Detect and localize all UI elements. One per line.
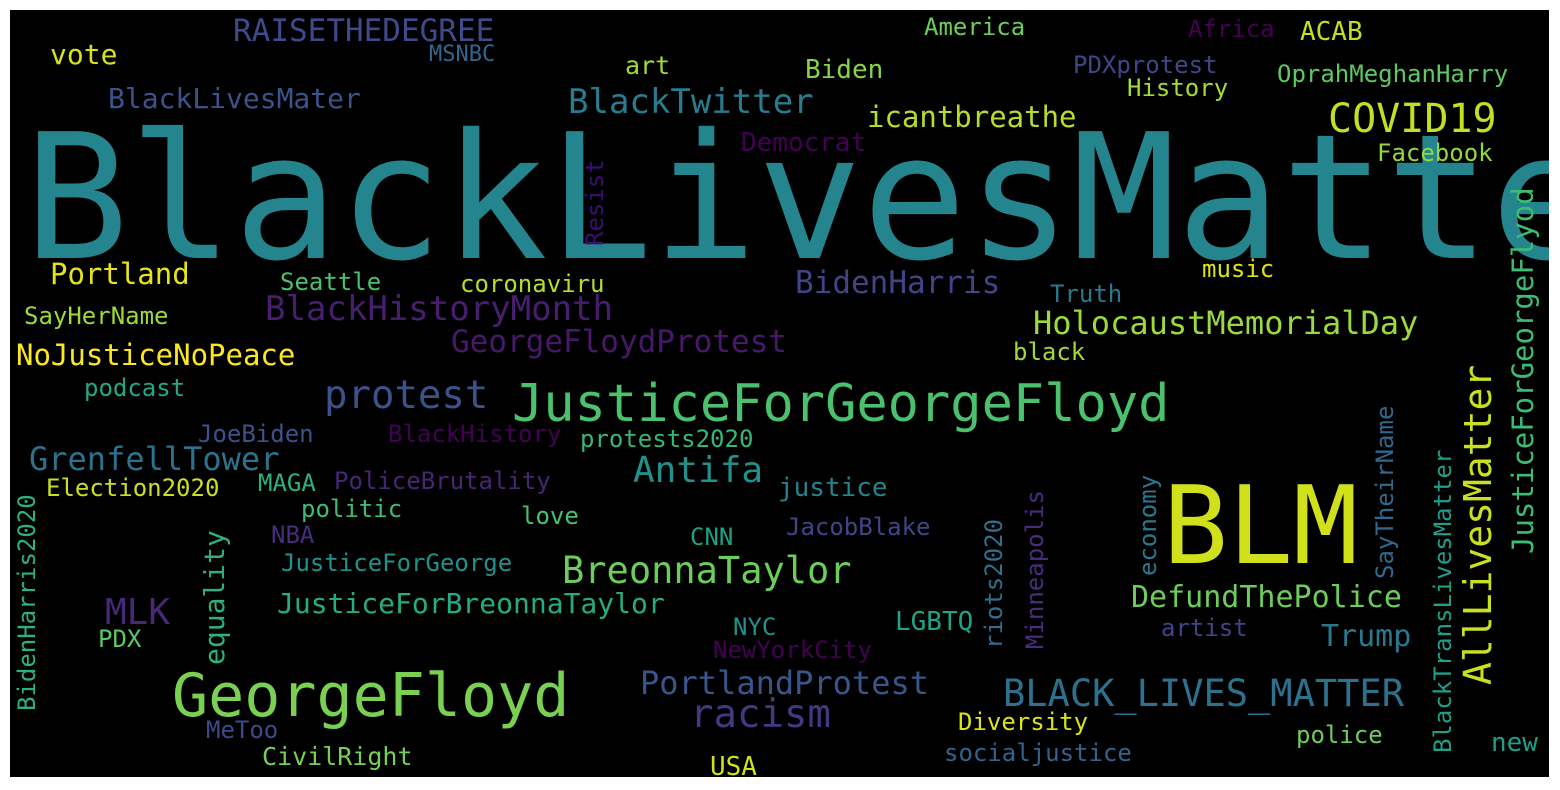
word-trump: Trump <box>1321 619 1412 654</box>
word-truth: Truth <box>1050 280 1123 308</box>
word-blackhistorymonth: BlackHistoryMonth <box>265 289 613 329</box>
word-msnbc: MSNBC <box>429 42 496 67</box>
word-civilright: CivilRight <box>262 742 413 771</box>
word-love: love <box>521 502 579 530</box>
word-artist: artist <box>1161 614 1248 642</box>
word-blacklivesmater: BlackLivesMater <box>108 82 361 115</box>
word-portland: Portland <box>50 257 190 291</box>
word-justiceforgeorge: JusticeForGeorge <box>281 549 513 577</box>
word-black: black <box>1013 338 1086 366</box>
word-portlandprotest: PortlandProtest <box>640 664 929 702</box>
word-democrat: Democrat <box>741 128 867 158</box>
word-music: music <box>1202 255 1275 283</box>
word-georgefloydprotest: GeorgeFloydProtest <box>451 324 787 360</box>
word-maga: MAGA <box>258 469 316 497</box>
word-cloud: BlackLivesMatter BLM GeorgeFloyd Justice… <box>10 10 1549 777</box>
word-raisethedegree: RAISETHEDEGREE <box>233 13 495 49</box>
word-sayhername: SayHerName <box>24 302 169 330</box>
word-podcast: podcast <box>84 374 186 402</box>
word-election2020: Election2020 <box>46 474 220 502</box>
word-protests2020: protests2020 <box>580 425 754 453</box>
word-alllivesmatter: AllLivesMatter <box>1456 364 1500 685</box>
word-police: police <box>1296 721 1383 749</box>
word-history: History <box>1127 74 1229 102</box>
word-racism: racism <box>690 692 831 737</box>
word-pdxprotest: PDXprotest <box>1073 51 1218 79</box>
word-covid19: COVID19 <box>1328 96 1497 142</box>
word-newyorkcity: NewYorkCity <box>713 636 872 664</box>
word-nba: NBA <box>271 521 315 549</box>
word-africa: Africa <box>1188 15 1275 43</box>
word-socialjustice: socialjustice <box>944 739 1132 767</box>
word-justiceforbreonnataylor: JusticeForBreonnaTaylor <box>277 587 665 620</box>
word-defundthepolice: DefundThePolice <box>1131 580 1402 615</box>
word-coronaviru: coronaviru <box>460 270 605 298</box>
word-bidenharris: BidenHarris <box>795 265 1001 301</box>
word-georgefloyd: GeorgeFloyd <box>172 661 570 731</box>
word-art: art <box>625 51 671 80</box>
word-blackhistory: BlackHistory <box>388 420 562 448</box>
word-icantbreathe: icantbreathe <box>867 100 1077 134</box>
word-breonnataylor: BreonnaTaylor <box>562 549 852 592</box>
word-lgbtq: LGBTQ <box>895 607 974 637</box>
word-cnn: CNN <box>690 523 734 551</box>
word-biden: Biden <box>805 55 884 85</box>
word-pdx: PDX <box>98 625 142 653</box>
word-joebiden: JoeBiden <box>198 420 314 448</box>
word-mlk: MLK <box>105 592 171 633</box>
word-politic: politic <box>301 495 403 523</box>
word-oprahmeghanharry: OprahMeghanHarry <box>1277 60 1509 88</box>
word-nyc: NYC <box>733 613 777 641</box>
word-usa: USA <box>710 752 757 777</box>
word-minneapolis: Minneapolis <box>1021 490 1049 649</box>
word-policebrutality: PoliceBrutality <box>334 467 551 495</box>
word-bidenharris2020: BidenHarris2020 <box>13 494 41 711</box>
word-blacktranslivesmatter: BlackTransLivesMatter <box>1429 449 1457 753</box>
word-black_lives_matter: BLACK_LIVES_MATTER <box>1003 672 1404 715</box>
word-seattle: Seattle <box>280 268 382 296</box>
word-justiceforgeorgefloyd: JusticeForGeorgeFloyd <box>512 374 1170 434</box>
word-saytheirname: SayTheirName <box>1371 405 1399 579</box>
word-jacobblake: JacobBlake <box>786 513 931 541</box>
word-metoo: MeToo <box>206 716 279 744</box>
word-grenfelltower: GrenfellTower <box>29 440 280 478</box>
word-justiceforgeorgeflyod: JusticeForGeorgeFlyod <box>1506 187 1540 554</box>
word-facebook: Facebook <box>1377 139 1493 167</box>
word-equality: equality <box>198 530 231 665</box>
word-holocaustmemorialday: HolocaustMemorialDay <box>1033 304 1419 342</box>
word-diversity: Diversity <box>958 708 1089 736</box>
word-blacklivesmatter: BlackLivesMatter <box>24 97 1549 300</box>
word-new: new <box>1491 728 1538 758</box>
word-america: America <box>924 13 1026 41</box>
word-blacktwitter: BlackTwitter <box>568 82 814 122</box>
word-vote: vote <box>50 38 118 71</box>
word-blm: BLM <box>1163 464 1359 589</box>
word-acab: ACAB <box>1300 17 1363 47</box>
word-justice: justice <box>778 473 888 503</box>
word-economy: economy <box>1134 474 1162 576</box>
word-resist: Resist <box>581 159 609 246</box>
word-antifa: Antifa <box>633 450 764 491</box>
word-protest: protest <box>324 373 489 418</box>
word-nojusticenopeace: NoJusticeNoPeace <box>16 338 296 372</box>
word-riots2020: riots2020 <box>980 518 1008 649</box>
